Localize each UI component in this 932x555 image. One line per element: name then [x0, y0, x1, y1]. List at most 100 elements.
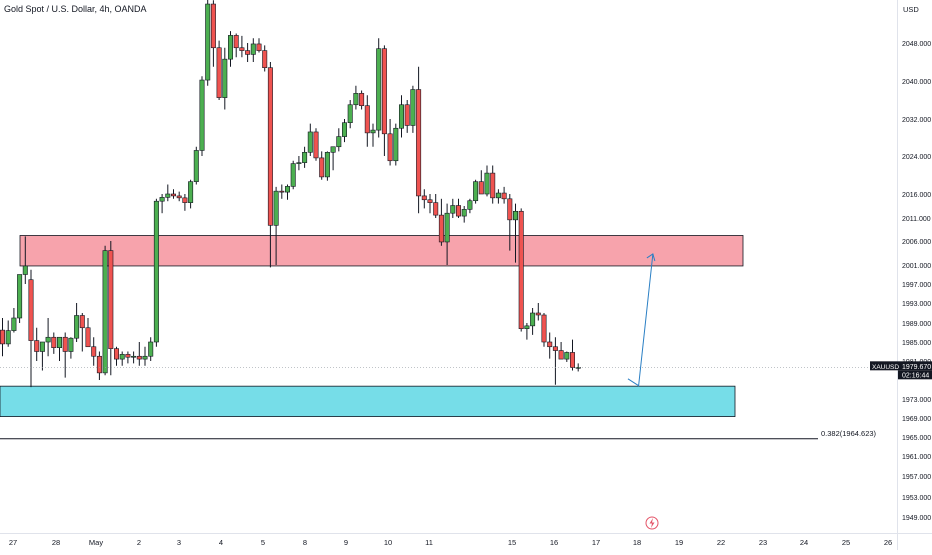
candle: [490, 165, 496, 204]
candle-body-bull: [56, 336, 62, 348]
price-tick-label: 2006.000: [902, 239, 931, 246]
candle: [501, 186, 507, 204]
candle-body-bull: [68, 337, 74, 352]
price-tick-label: 1985.000: [902, 340, 931, 347]
time-tick-label: 5: [261, 538, 265, 547]
symbol-price-tag: [870, 361, 932, 371]
candle: [530, 308, 536, 335]
projection-arrow[interactable]: [627, 253, 654, 387]
candle-body-bull: [347, 104, 353, 124]
candle: [267, 62, 273, 268]
candle-body-bull: [530, 312, 536, 327]
candle-body-bear: [404, 104, 410, 126]
candle-body-bull: [142, 355, 148, 360]
time-tick-label: 22: [717, 538, 725, 547]
candle-body-bull: [193, 150, 199, 182]
candle-body-bull: [296, 162, 302, 164]
candle: [552, 337, 558, 385]
candle-body-bull: [473, 181, 479, 202]
candle: [56, 336, 62, 361]
candle-body-bear: [558, 350, 564, 360]
candle: [427, 194, 433, 214]
candle: [85, 318, 91, 348]
candle-body-bear: [319, 157, 325, 178]
time-tick-label: 18: [633, 538, 641, 547]
candle-body-bull: [524, 325, 530, 330]
candle: [387, 119, 393, 166]
price-tick-label: 2048.000: [902, 41, 931, 48]
price-tick-label: 2016.000: [902, 192, 931, 199]
candle-body-bull: [228, 35, 234, 60]
candle: [455, 198, 461, 218]
candle-body-bull: [353, 93, 359, 106]
candle: [108, 241, 114, 376]
candle: [547, 332, 553, 359]
candle: [193, 146, 199, 185]
candle-body-bear: [239, 47, 245, 51]
candle-body-bear: [233, 35, 239, 49]
candle-body-bear: [279, 190, 285, 193]
candle: [478, 170, 484, 195]
candle: [302, 146, 308, 168]
candle: [564, 351, 570, 362]
candle: [370, 123, 376, 147]
price-tick-label: 2040.000: [902, 79, 931, 86]
candle-body-bear: [438, 214, 444, 243]
candle-body-bear: [416, 89, 422, 197]
time-tick-label: 3: [177, 538, 181, 547]
candle: [450, 198, 456, 218]
price-tick-label: 2001.000: [902, 263, 931, 270]
candle-body-bear: [501, 192, 507, 200]
current-price-label: 1979.670: [902, 364, 931, 371]
candle: [210, 0, 216, 67]
price-tick-label: 1989.000: [902, 321, 931, 328]
candle: [461, 206, 467, 223]
price-tick-label: 1973.000: [902, 397, 931, 404]
candle: [535, 303, 541, 321]
candle: [364, 95, 370, 147]
support-zone[interactable]: [0, 385, 736, 417]
time-tick-label: 10: [384, 538, 392, 547]
price-tick-label: 1997.000: [902, 282, 931, 289]
resistance-zone[interactable]: [19, 235, 744, 267]
candle: [467, 198, 473, 214]
price-tick-label: 1953.000: [902, 495, 931, 502]
candle: [398, 95, 404, 138]
candle: [495, 189, 501, 204]
candle: [296, 156, 302, 171]
candle: [512, 203, 518, 263]
candle-body-bear: [421, 195, 427, 201]
candle: [136, 342, 142, 366]
lightning-icon[interactable]: [645, 516, 659, 530]
price-tick-label: 1961.000: [902, 454, 931, 461]
arrow-head: [646, 253, 656, 262]
candle-body-bull: [273, 190, 279, 226]
candle: [22, 236, 28, 284]
countdown-tag: [898, 370, 932, 380]
candle: [39, 341, 45, 371]
candle: [125, 351, 131, 364]
candle: [233, 33, 239, 58]
candle: [307, 123, 313, 156]
candle: [11, 308, 17, 333]
time-tick-label: 15: [508, 538, 516, 547]
candle-body-bear: [245, 50, 251, 55]
candle-body-bear: [62, 336, 68, 352]
candle-body-bear: [490, 172, 496, 199]
candle-body-bear: [182, 197, 188, 203]
candle: [507, 194, 513, 251]
candle: [188, 179, 194, 209]
time-tick-label: 27: [9, 538, 17, 547]
candle-body-bear: [96, 355, 102, 374]
fib-level-label: 0.382(1964.623): [821, 429, 877, 438]
candle: [74, 303, 80, 342]
candle-body-bull: [131, 355, 137, 358]
candle: [79, 313, 85, 352]
candle-body-bull: [188, 181, 194, 203]
candle: [5, 320, 11, 347]
candle: [205, 0, 211, 86]
candle: [153, 198, 159, 347]
candle: [569, 339, 575, 371]
